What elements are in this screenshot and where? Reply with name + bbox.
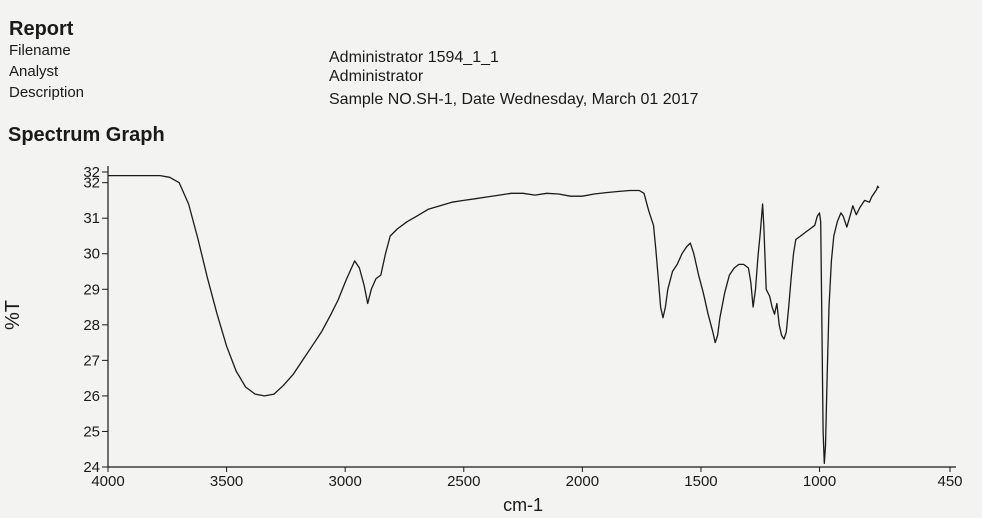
y-tick-label: 27 [83,352,100,369]
y-tick-label: 29 [83,281,100,298]
x-tick-label: 3000 [328,473,361,490]
y-axis-label: %T [2,300,24,330]
y-tick-label: 31 [83,210,100,227]
x-axis-label: cm-1 [503,495,543,515]
x-tick-label: 2000 [566,473,599,490]
x-tick-label: 3500 [210,473,243,490]
x-tick-label: 1000 [803,473,836,490]
analyst-label: Analyst [9,63,59,80]
y-tick-label: 24 [83,459,100,476]
description-value: Sample NO.SH-1, Date Wednesday, March 01… [329,91,699,108]
analyst-value: Administrator [329,68,424,85]
y-tick-label: 26 [83,388,100,405]
x-tick-label: 1500 [684,473,717,490]
spectrum-graph-title: Spectrum Graph [8,124,165,146]
y-tick-label: 32 [83,164,100,181]
x-tick-label: 4000 [91,473,124,490]
filename-value: Administrator 1594_1_1 [329,49,499,66]
y-tick-label: 25 [83,423,100,440]
spectrum-line [108,174,880,465]
description-label: Description [9,84,85,101]
y-tick-label: 30 [83,246,100,263]
y-tick-label: 32 [83,175,100,192]
x-tick-label: 2500 [447,473,480,490]
report-header: Report [9,18,73,40]
x-tick-label: 450 [937,473,962,490]
report-title: Report [9,18,74,40]
filename-label: Filename [9,42,71,59]
y-tick-label: 28 [83,317,100,334]
